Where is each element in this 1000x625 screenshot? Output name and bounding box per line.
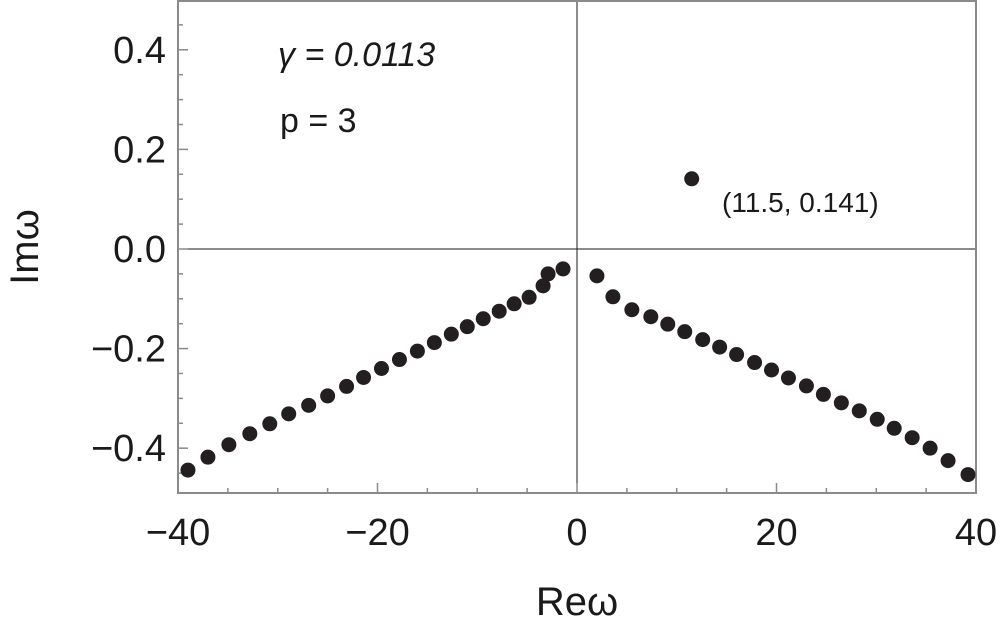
data-point [815, 386, 831, 402]
data-point [677, 324, 693, 340]
highlight-point-label: (11.5, 0.141) [722, 187, 879, 218]
data-point [301, 397, 317, 413]
data-point [221, 437, 237, 453]
x-tick-label: 40 [955, 512, 997, 554]
data-point [373, 361, 389, 377]
data-point [589, 268, 605, 284]
data-point [624, 302, 640, 318]
y-axis-title: Imω [3, 209, 47, 285]
data-point [535, 278, 551, 294]
data-point [960, 467, 976, 483]
y-tick-label: −0.4 [91, 428, 166, 470]
data-point [712, 339, 728, 355]
data-point [262, 416, 278, 432]
data-point [922, 440, 938, 456]
data-point [506, 296, 522, 312]
y-tick-label: 0.0 [113, 229, 166, 271]
x-tick-label: −40 [146, 512, 210, 554]
data-point [281, 406, 297, 422]
data-point [555, 261, 571, 277]
data-point [540, 266, 556, 282]
data-point [798, 378, 814, 394]
data-point [356, 369, 372, 385]
data-point [409, 343, 425, 359]
data-point [660, 316, 676, 332]
data-point [339, 378, 355, 394]
data-point [851, 403, 867, 419]
data-point [729, 347, 745, 363]
data-point [391, 352, 407, 368]
data-point [521, 289, 537, 305]
data-point [426, 335, 442, 351]
data-point [443, 326, 459, 342]
data-point [764, 362, 780, 378]
data-point [320, 388, 336, 404]
gamma-annotation: γ = 0.0113 [278, 36, 435, 74]
y-tick-label: 0.2 [113, 129, 166, 171]
x-tick-label: 20 [755, 512, 797, 554]
data-point [242, 426, 258, 442]
ticks: −40 −20 0 20 40 −0.4 −0.2 0.0 0.2 0.4 [91, 0, 997, 554]
x-axis-title: Reω [536, 580, 618, 624]
data-points [180, 171, 976, 483]
data-point [940, 453, 956, 469]
data-point [780, 370, 796, 386]
data-point [833, 395, 849, 411]
x-tick-label: 0 [566, 512, 587, 554]
data-point [475, 311, 491, 327]
data-point [904, 430, 920, 446]
data-point [491, 303, 507, 319]
data-point [684, 171, 700, 187]
y-tick-label: 0.4 [113, 30, 166, 72]
data-point [643, 309, 659, 325]
data-point [605, 289, 621, 305]
data-point [886, 420, 902, 436]
data-point [747, 355, 763, 371]
data-point [869, 411, 885, 427]
data-point [180, 462, 196, 478]
data-point [695, 332, 711, 348]
data-point [200, 449, 216, 465]
data-point [459, 319, 475, 335]
y-tick-label: −0.2 [91, 329, 166, 371]
p-annotation: p = 3 [280, 102, 357, 140]
x-tick-label: −20 [345, 512, 409, 554]
